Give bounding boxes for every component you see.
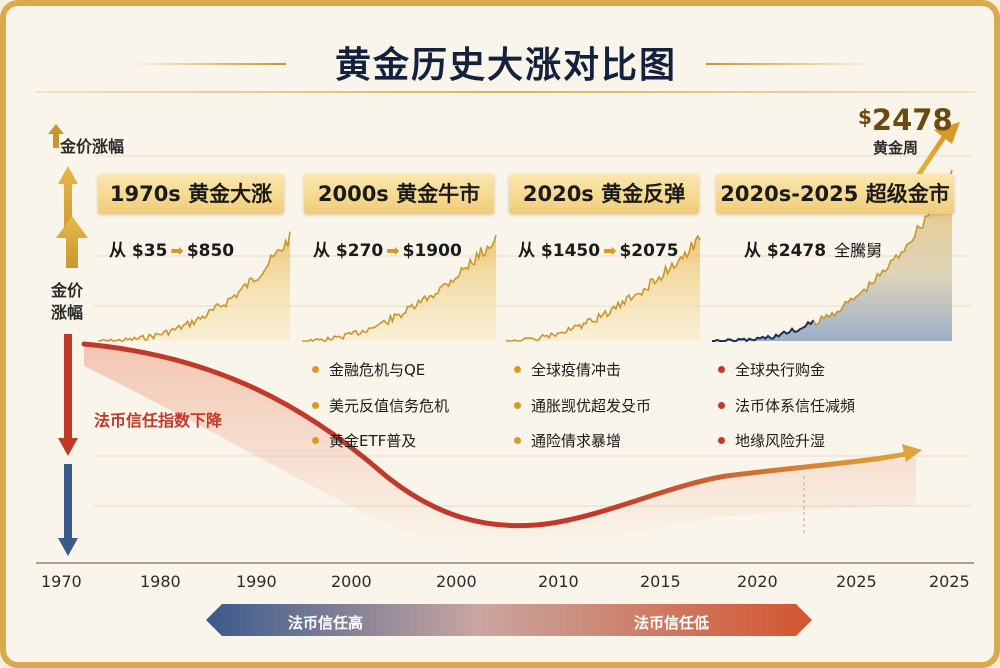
x-tick: 1970 — [41, 572, 82, 591]
bullet-dot-icon — [514, 437, 521, 444]
driver-text: 通险倩求暴增 — [531, 432, 622, 450]
arrow-right-icon: ➡ — [386, 241, 400, 260]
x-tick: 2015 — [640, 572, 681, 591]
era-range-2000s: 从 $270 ➡ $1900 — [313, 236, 462, 261]
driver-text: 法币体系信任减頻 — [735, 397, 856, 415]
bullet-dot-icon — [718, 366, 725, 373]
x-tick: 2025 — [929, 572, 970, 591]
driver-item: 美元反值信务危机 — [312, 395, 449, 416]
curve-2020s-2025-area — [712, 169, 952, 341]
driver-text: 全球疫倩冲击 — [531, 361, 622, 379]
trust-curve-label: 法币信任指数下降 — [94, 411, 223, 430]
bullet-dot-icon — [718, 402, 725, 409]
x-tick: 2020 — [737, 572, 778, 591]
range-to: $1900 — [402, 241, 462, 261]
title-divider — [36, 91, 976, 93]
y-axis-mid-label: 金价涨幅 — [50, 281, 83, 322]
driver-text: 通胀觊优超发殳币 — [531, 397, 652, 415]
era-range-2020s: 从 $1450 ➡ $2075 — [518, 236, 679, 261]
x-tick: 2025 — [836, 572, 877, 591]
up-arrow-large-icon — [56, 216, 88, 268]
y-axis-top-label: 金价涨幅 — [60, 137, 125, 156]
title-rule-right — [706, 63, 876, 65]
era-range-2020s-2025: 从 $2478 全騰舅 — [744, 236, 882, 261]
curve-2020s-line — [505, 234, 701, 342]
bullet-dot-icon — [514, 402, 521, 409]
bullet-dot-icon — [312, 402, 319, 409]
curve-1970s-area — [98, 231, 290, 341]
bullet-dot-icon — [514, 366, 521, 373]
x-tick: 1990 — [236, 572, 277, 591]
driver-item: 通险倩求暴增 — [514, 430, 621, 451]
title-rule-left — [126, 63, 286, 65]
driver-text: 美元反值信务危机 — [329, 397, 450, 415]
era-box-2000s: 2000s 黄金牛市 — [304, 174, 494, 214]
arrow-right-icon: ➡ — [603, 241, 617, 260]
bullet-dot-icon — [312, 366, 319, 373]
driver-item: 黄金ETF普及 — [312, 430, 416, 451]
driver-text: 地缘风险升湿 — [735, 432, 826, 450]
x-tick: 2000 — [331, 572, 372, 591]
era-box-2020s-2025: 2020s-2025 超级金市 — [716, 174, 954, 214]
trust-decline-band — [84, 344, 916, 551]
curve-2020s-2025-early-line — [712, 319, 815, 343]
arrow-right-icon: ➡ — [170, 241, 184, 260]
trust-scale-bar — [206, 604, 812, 636]
driver-item: 地缘风险升湿 — [718, 430, 825, 451]
trust-curve-arrow-icon — [902, 444, 922, 462]
curve-2020s-area — [506, 236, 700, 341]
driver-text: 全球央行购金 — [735, 361, 826, 379]
bullet-dot-icon — [312, 437, 319, 444]
range-to: $2075 — [619, 241, 679, 261]
down-arrow-red-icon — [58, 438, 78, 456]
diagram-graphics — [36, 122, 974, 636]
x-tick: 2000 — [436, 572, 477, 591]
peak-currency: $ — [858, 105, 872, 129]
curve-1970s-line — [98, 231, 291, 342]
range-from: 从 $1450 — [518, 241, 601, 261]
curve-2000s-area — [302, 235, 496, 341]
range-from: 从 $2478 — [744, 241, 827, 261]
peak-arrow-icon — [934, 122, 960, 144]
range-from: 从 $35 — [109, 241, 168, 261]
driver-text: 黄金ETF普及 — [329, 432, 417, 450]
driver-item: 金融危机与QE — [312, 359, 425, 380]
up-arrow-icon — [58, 166, 78, 238]
peak-amount: 2478 — [871, 103, 953, 137]
range-to: $850 — [186, 241, 235, 261]
era-range-1970s: 从 $35 ➡ $850 — [109, 236, 234, 261]
bullet-dot-icon — [718, 437, 725, 444]
peak-label: 黄金周 — [873, 139, 919, 157]
range-from: 从 $270 — [313, 241, 384, 261]
era-box-1970s: 1970s 黄金大涨 — [98, 174, 284, 214]
x-tick: 2010 — [538, 572, 579, 591]
trust-decline-curve — [81, 341, 909, 529]
range-to: 全騰舅 — [834, 241, 883, 260]
small-up-arrow-icon — [48, 124, 64, 148]
trust-high-label: 法币信任高 — [288, 614, 364, 632]
x-tick: 1980 — [140, 572, 181, 591]
peak-value: $2478 — [858, 103, 953, 137]
driver-item: 全球央行购金 — [718, 359, 825, 380]
driver-item: 法币体系信任减頻 — [718, 395, 855, 416]
page-title: 黄金历史大涨对比图 — [334, 45, 677, 86]
driver-item: 通胀觊优超发殳币 — [514, 395, 651, 416]
era-box-2020s: 2020s 黄金反弹 — [509, 174, 699, 214]
trust-low-label: 法币信任低 — [634, 614, 710, 632]
era-price-curves — [98, 169, 953, 343]
driver-item: 全球疫倩冲击 — [514, 359, 621, 380]
driver-text: 金融危机与QE — [329, 361, 426, 379]
y-axis-arrows — [48, 124, 88, 556]
curve-2000s-line — [302, 234, 497, 342]
down-arrow-blue-icon — [58, 538, 78, 556]
